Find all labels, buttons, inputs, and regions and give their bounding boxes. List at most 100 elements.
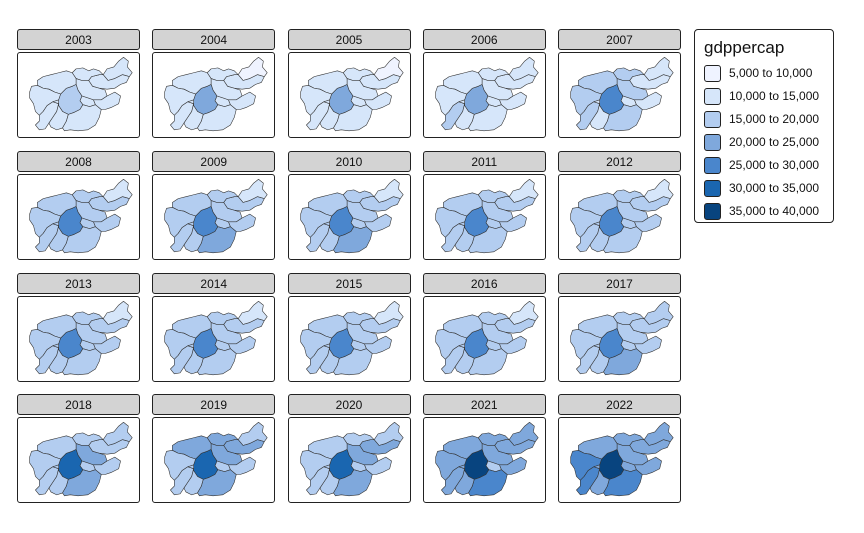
legend-item: 30,000 to 35,000 (704, 178, 832, 198)
facet-strip-label: 2010 (287, 150, 411, 172)
slovenia-map (299, 422, 404, 497)
slovenia-map (29, 422, 133, 497)
map-panel (287, 52, 411, 138)
legend-key (704, 111, 721, 128)
legend-item: 15,000 to 20,000 (704, 109, 832, 129)
legend-item: 5,000 to 10,000 (704, 63, 832, 83)
legend-key (704, 203, 721, 220)
map-panel (558, 173, 681, 260)
legend-label: 15,000 to 20,000 (729, 112, 820, 126)
region-posavska (363, 457, 392, 476)
region-primorsko-notranjska (454, 99, 475, 131)
map-panel (287, 417, 411, 504)
legend-label: 5,000 to 10,000 (729, 66, 813, 80)
facet-strip-label: 2009 (152, 150, 276, 172)
region-posavska (363, 91, 392, 110)
map-panel (152, 173, 276, 260)
facet-strip-label: 2022 (558, 394, 681, 416)
region-jugovzhodna (62, 226, 102, 253)
facet-strip-label: 2003 (17, 29, 140, 50)
region-jugovzhodna (62, 347, 102, 375)
map-panel (422, 295, 546, 382)
region-primorsko-notranjska (589, 464, 610, 496)
region-posavska (498, 213, 527, 232)
region-jugovzhodna (62, 469, 102, 497)
legend-item: 25,000 to 30,000 (704, 155, 832, 175)
region-jugovzhodna (197, 226, 237, 253)
region-primorsko-notranjska (48, 221, 69, 252)
facet-strip-label: 2012 (558, 150, 681, 172)
map-panel (17, 295, 140, 382)
slovenia-map (570, 422, 674, 497)
region-primorsko-notranjska (589, 221, 610, 252)
region-posavska (228, 91, 257, 110)
legend-key (704, 88, 721, 105)
region-jugovzhodna (467, 469, 508, 497)
legend-key (704, 134, 721, 151)
region-primorsko-notranjska (319, 464, 340, 496)
facet-strip-label: 2013 (17, 272, 140, 294)
region-primorsko-notranjska (454, 464, 475, 496)
slovenia-map (164, 422, 268, 497)
map-panel (558, 417, 681, 504)
slovenia-map (570, 56, 674, 132)
region-jugovzhodna (603, 226, 643, 253)
map-panel (17, 173, 140, 260)
legend-key (704, 157, 721, 174)
region-primorsko-notranjska (454, 221, 475, 252)
slovenia-map (299, 56, 404, 132)
region-posavska (228, 335, 257, 354)
legend-label: 35,000 to 40,000 (729, 204, 820, 218)
facet-strip-label: 2019 (152, 394, 276, 416)
region-primorsko-notranjska (183, 99, 204, 131)
facet-strip-label: 2006 (422, 29, 546, 50)
region-posavska (498, 335, 527, 354)
slovenia-map (29, 300, 133, 375)
region-posavska (93, 335, 121, 354)
region-jugovzhodna (603, 347, 643, 375)
legend-key (704, 65, 721, 82)
map-panel (17, 52, 140, 138)
region-primorsko-notranjska (48, 464, 69, 496)
region-jugovzhodna (332, 347, 373, 375)
legend-label: 10,000 to 15,000 (729, 89, 820, 103)
region-jugovzhodna (603, 469, 643, 497)
legend-label: 20,000 to 25,000 (729, 135, 820, 149)
region-posavska (363, 213, 392, 232)
region-jugovzhodna (332, 104, 373, 132)
facet-strip-label: 2021 (422, 394, 546, 416)
slovenia-map (299, 300, 404, 375)
slovenia-map (435, 300, 539, 375)
legend-item: 35,000 to 40,000 (704, 201, 832, 221)
region-jugovzhodna (197, 347, 237, 375)
region-posavska (93, 457, 121, 476)
region-jugovzhodna (603, 104, 643, 132)
legend-item: 20,000 to 25,000 (704, 132, 832, 152)
facet-strip-label: 2017 (558, 272, 681, 294)
facet-strip-label: 2018 (17, 394, 140, 416)
map-panel (422, 173, 546, 260)
facet-grid: 2003 2004 2005 2006 2007 2008 2009 2010 2011 2012… (17, 29, 681, 504)
slovenia-map (29, 56, 133, 132)
facet-strip-label: 2020 (287, 394, 411, 416)
map-panel (422, 52, 546, 138)
region-primorsko-notranjska (183, 464, 204, 496)
facet-strip-label: 2014 (152, 272, 276, 294)
slovenia-map (164, 56, 268, 132)
slovenia-map (164, 178, 268, 253)
region-jugovzhodna (62, 104, 102, 132)
region-jugovzhodna (467, 104, 508, 132)
region-jugovzhodna (197, 469, 237, 497)
slovenia-map (29, 178, 133, 253)
facet-strip-label: 2016 (422, 272, 546, 294)
facet-strip-label: 2015 (287, 272, 411, 294)
map-panel (422, 417, 546, 504)
region-posavska (93, 91, 121, 110)
map-panel (152, 52, 276, 138)
region-posavska (93, 213, 121, 232)
legend-label: 25,000 to 30,000 (729, 158, 820, 172)
legend: gdppercap 5,000 to 10,000 10,000 to 15,0… (694, 29, 834, 223)
region-posavska (498, 91, 527, 110)
slovenia-map (435, 56, 539, 132)
slovenia-map (570, 300, 674, 375)
